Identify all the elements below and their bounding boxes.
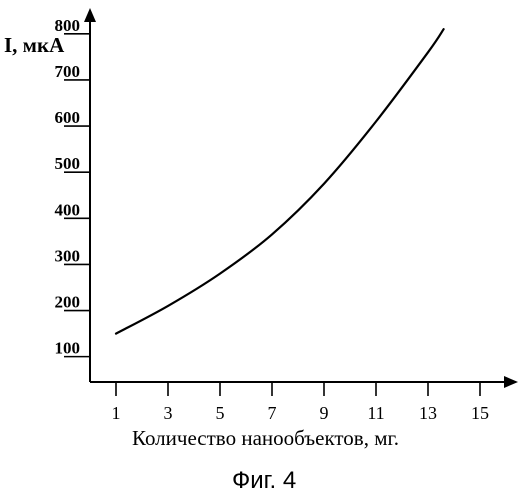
y-tick-label: 800: [55, 16, 81, 35]
x-tick-label: 3: [164, 403, 173, 423]
y-tick-label: 500: [55, 154, 81, 173]
series-line: [116, 29, 444, 333]
x-tick-label: 7: [268, 403, 277, 423]
x-tick-label: 11: [367, 403, 384, 423]
x-axis-label: Количество нанообъектов, мг.: [132, 426, 399, 450]
x-tick-label: 5: [216, 403, 225, 423]
x-axis-arrow-icon: [504, 376, 518, 388]
x-tick-label: 15: [471, 403, 489, 423]
y-tick-label: 600: [55, 108, 81, 127]
y-axis-arrow-icon: [84, 8, 96, 22]
y-ticks: 100 200 300 400 500 600 700 800: [55, 16, 91, 358]
y-tick-label: 200: [55, 293, 81, 312]
x-tick-label: 13: [419, 403, 437, 423]
x-tick-label: 1: [112, 403, 121, 423]
x-axis-group: 13579111315 Количество нанообъектов, мг.: [90, 376, 518, 450]
x-tick-label: 9: [320, 403, 329, 423]
series-group: [116, 29, 444, 333]
y-tick-label: 700: [55, 62, 81, 81]
figure-caption: Фиг. 4: [232, 467, 296, 494]
y-axis-group: I, мкА 100 200 300 400 500 600 700 800: [4, 8, 96, 382]
y-tick-label: 100: [55, 339, 81, 358]
x-ticks: 13579111315: [112, 382, 490, 423]
y-axis-label: I, мкА: [4, 33, 65, 57]
y-tick-label: 400: [55, 200, 81, 219]
y-tick-label: 300: [55, 246, 81, 265]
